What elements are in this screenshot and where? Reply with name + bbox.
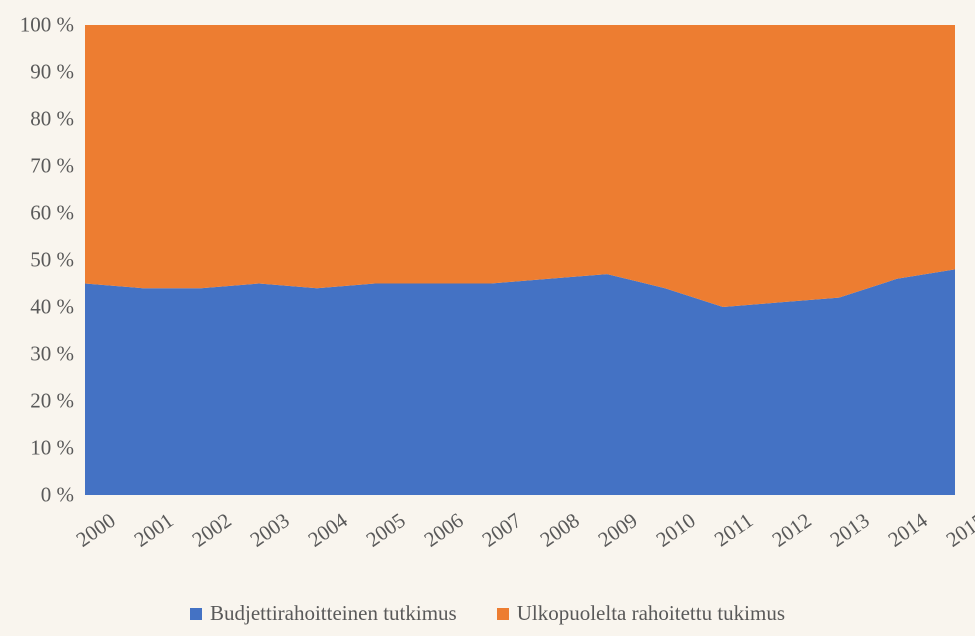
x-tick-label: 2004 xyxy=(304,508,353,553)
legend-item-external: Ulkopuolelta rahoitettu tukimus xyxy=(497,601,785,626)
legend-swatch-budget xyxy=(190,608,202,620)
area-series xyxy=(85,25,955,307)
plot-area xyxy=(85,25,955,495)
legend: Budjettirahoitteinen tutkimus Ulkopuolel… xyxy=(0,601,975,626)
x-tick-label: 2007 xyxy=(478,508,527,553)
x-axis: 2000200120022003200420052006200720082009… xyxy=(85,500,955,560)
x-tick-label: 2011 xyxy=(710,508,758,552)
y-tick-label: 100 % xyxy=(20,13,74,38)
x-tick-label: 2003 xyxy=(246,508,295,553)
x-tick-label: 2006 xyxy=(420,508,469,553)
x-tick-label: 2005 xyxy=(362,508,411,553)
x-tick-label: 2015 xyxy=(942,508,975,553)
x-tick-label: 2001 xyxy=(130,508,179,553)
x-tick-label: 2014 xyxy=(884,508,933,553)
x-tick-label: 2008 xyxy=(536,508,585,553)
y-tick-label: 30 % xyxy=(30,342,74,367)
x-tick-label: 2010 xyxy=(652,508,701,553)
chart-container: 0 % 10 % 20 % 30 % 40 % 50 % 60 % 70 % 80 % 90 % 1… xyxy=(0,0,975,636)
x-tick-label: 2012 xyxy=(768,508,817,553)
area-series xyxy=(85,269,955,495)
legend-item-budget: Budjettirahoitteinen tutkimus xyxy=(190,601,457,626)
legend-label-external: Ulkopuolelta rahoitettu tukimus xyxy=(517,601,785,626)
x-tick-label: 2009 xyxy=(594,508,643,553)
legend-label-budget: Budjettirahoitteinen tutkimus xyxy=(210,601,457,626)
y-tick-label: 0 % xyxy=(41,483,74,508)
y-tick-label: 20 % xyxy=(30,389,74,414)
stacked-areas xyxy=(85,25,955,495)
y-axis: 0 %10 %20 %30 %40 %50 %60 %70 %80 %90 %1… xyxy=(0,0,80,500)
y-tick-label: 90 % xyxy=(30,60,74,85)
x-tick-label: 2013 xyxy=(826,508,875,553)
y-tick-label: 80 % xyxy=(30,107,74,132)
x-tick-label: 2002 xyxy=(188,508,237,553)
y-tick-label: 10 % xyxy=(30,436,74,461)
y-tick-label: 60 % xyxy=(30,201,74,226)
legend-swatch-external xyxy=(497,608,509,620)
y-tick-label: 70 % xyxy=(30,154,74,179)
x-tick-label: 2000 xyxy=(72,508,121,553)
y-tick-label: 40 % xyxy=(30,295,74,320)
y-tick-label: 50 % xyxy=(30,248,74,273)
